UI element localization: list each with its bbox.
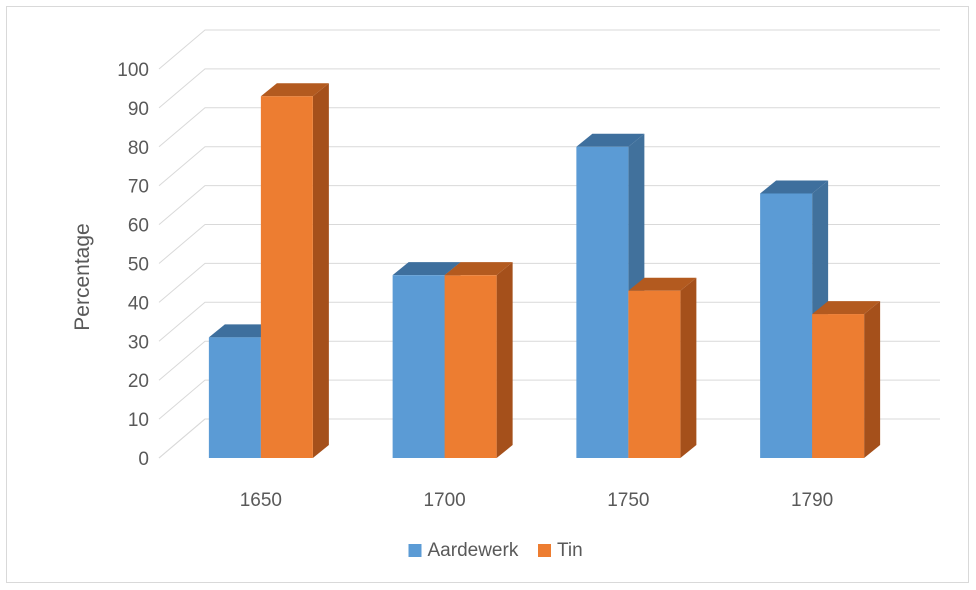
legend-label: Aardewerk <box>428 540 519 561</box>
x-axis-ticks: 1650 1700 1750 1790 <box>240 490 834 511</box>
bar-front <box>760 193 813 459</box>
y-axis-ticks: 0 10 20 30 40 50 60 70 80 90 100 <box>117 60 149 470</box>
x-tick-label: 1700 <box>423 490 465 511</box>
bar <box>628 277 697 458</box>
gridline <box>158 262 940 303</box>
bar <box>260 83 329 458</box>
gridline <box>158 107 940 148</box>
y-tick-label: 20 <box>128 371 149 392</box>
bar-side <box>680 277 697 458</box>
y-tick-label: 100 <box>117 60 149 81</box>
bar <box>444 262 513 458</box>
gridline <box>158 185 940 225</box>
y-tick-label: 10 <box>128 410 149 431</box>
x-tick-label: 1790 <box>791 490 833 511</box>
bar-side <box>312 83 329 458</box>
bar-side <box>496 262 513 458</box>
bar-top <box>260 83 329 97</box>
bar-front <box>260 96 313 458</box>
bar-top <box>628 277 697 291</box>
y-tick-label: 80 <box>128 138 149 159</box>
bar-top <box>760 180 829 194</box>
bar-front <box>392 275 445 458</box>
y-tick-label: 50 <box>128 255 149 276</box>
gridline <box>158 224 940 264</box>
bar <box>812 301 881 458</box>
gridline <box>158 68 940 109</box>
bar-top <box>208 324 277 338</box>
gridline <box>158 146 940 187</box>
bar-front <box>444 275 497 458</box>
legend-label: Tin <box>557 540 583 561</box>
x-tick-label: 1650 <box>240 490 282 511</box>
y-axis-title: Percentage <box>71 223 94 330</box>
gridline <box>158 29 940 70</box>
bar-side <box>864 301 881 458</box>
legend-swatch <box>538 544 551 557</box>
legend: Aardewerk Tin <box>408 540 583 561</box>
legend-item: Tin <box>538 540 583 561</box>
legend-swatch <box>408 544 422 557</box>
bars <box>208 83 881 459</box>
y-tick-label: 90 <box>128 99 149 120</box>
y-tick-label: 40 <box>128 293 149 314</box>
y-tick-label: 60 <box>128 216 149 237</box>
x-tick-label: 1750 <box>607 490 649 511</box>
bar-top <box>812 301 881 315</box>
chart-frame: 0 10 20 30 40 50 60 70 80 90 100 1650 1700 1750 1790 … <box>6 6 969 583</box>
bar <box>760 180 829 459</box>
bar-front <box>628 290 681 458</box>
bar-top <box>444 262 513 276</box>
gridlines <box>158 29 940 459</box>
y-tick-label: 0 <box>138 449 149 470</box>
y-tick-label: 30 <box>128 332 149 353</box>
bar-front <box>812 314 865 458</box>
bar-top <box>392 262 461 276</box>
bar-top <box>576 133 645 147</box>
bar-front <box>576 146 629 459</box>
y-tick-label: 70 <box>128 177 149 198</box>
bar-front <box>208 337 261 458</box>
legend-item: Aardewerk <box>408 540 519 561</box>
